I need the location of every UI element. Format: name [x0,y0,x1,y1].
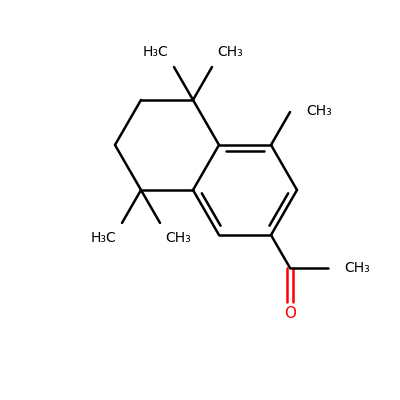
Text: H₃C: H₃C [91,231,116,245]
Text: H₃C: H₃C [143,45,168,59]
Text: CH₃: CH₃ [344,261,370,275]
Text: O: O [284,306,296,321]
Text: CH₃: CH₃ [218,45,243,59]
Text: CH₃: CH₃ [166,231,191,245]
Text: CH₃: CH₃ [306,104,332,118]
